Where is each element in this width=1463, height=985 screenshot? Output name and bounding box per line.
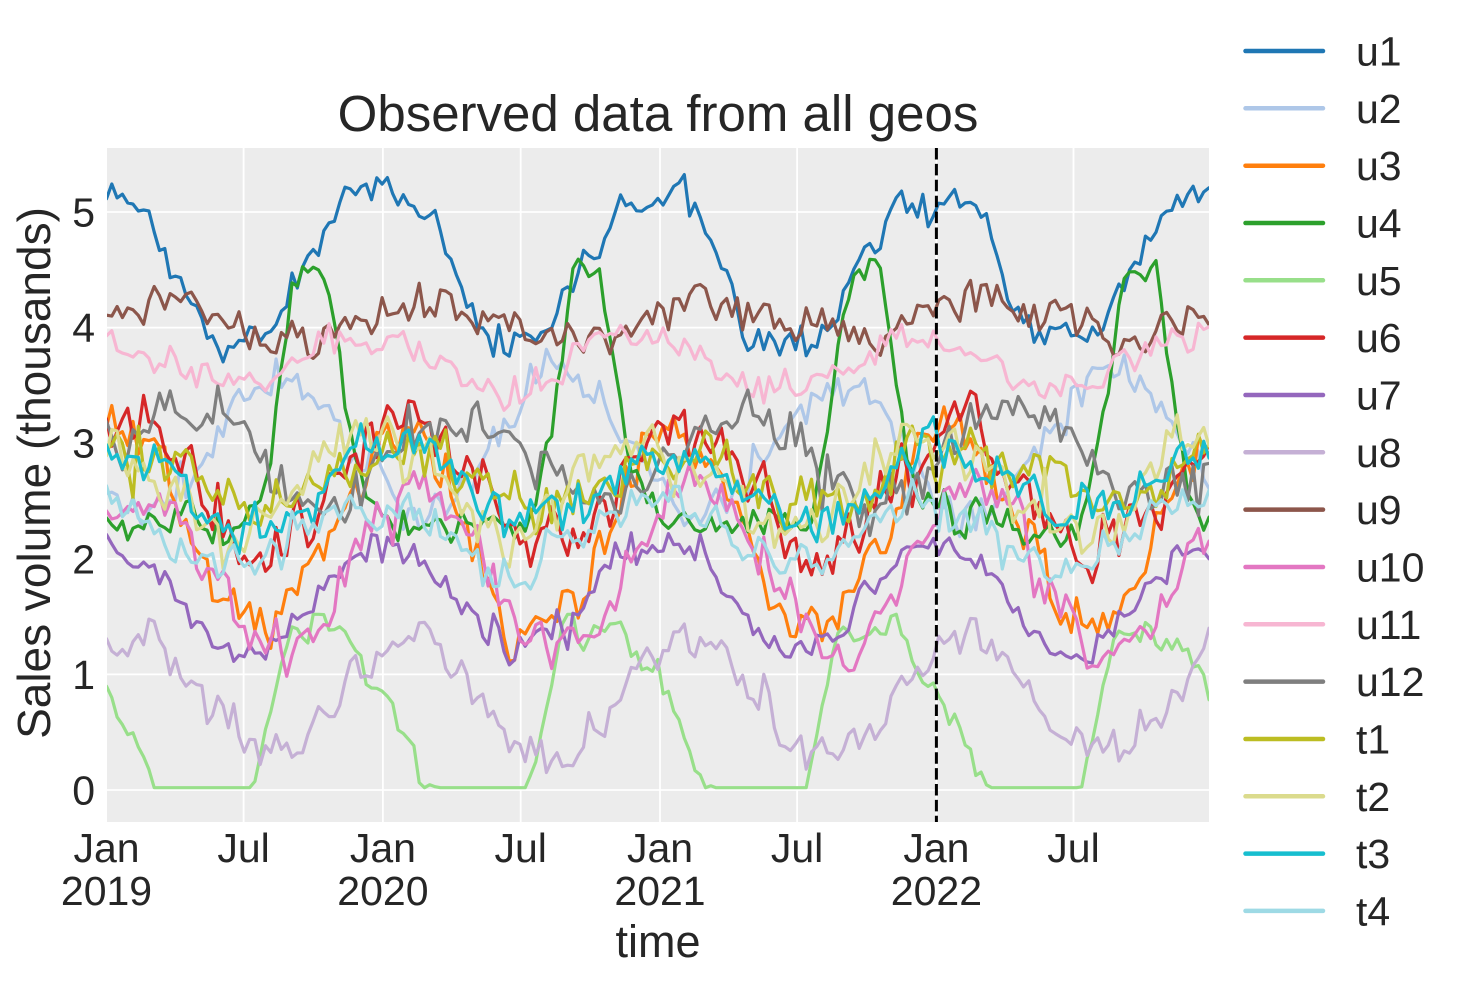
svg-text:t2: t2 [1356,774,1390,820]
svg-text:2020: 2020 [337,868,428,914]
svg-text:4: 4 [72,305,95,351]
svg-text:t3: t3 [1356,831,1390,877]
svg-text:0: 0 [72,768,95,814]
svg-text:Jul: Jul [494,825,546,871]
svg-text:u9: u9 [1356,487,1402,533]
svg-text:u5: u5 [1356,258,1402,304]
svg-text:time: time [615,916,700,967]
svg-text:Sales volume (thousands): Sales volume (thousands) [8,207,60,739]
svg-text:2022: 2022 [891,868,982,914]
svg-text:u12: u12 [1356,659,1424,705]
svg-text:2021: 2021 [614,868,705,914]
svg-text:u2: u2 [1356,86,1402,132]
svg-text:3: 3 [72,421,95,467]
svg-text:5: 5 [72,190,95,236]
svg-text:t1: t1 [1356,717,1390,763]
svg-text:2019: 2019 [61,868,152,914]
svg-text:u1: u1 [1356,29,1402,75]
svg-text:u3: u3 [1356,143,1402,189]
svg-text:u4: u4 [1356,201,1402,247]
svg-text:u11: u11 [1356,602,1421,648]
svg-text:t4: t4 [1356,888,1390,934]
svg-text:Jul: Jul [1047,825,1099,871]
svg-text:u10: u10 [1356,545,1424,591]
svg-text:Jan: Jan [627,825,693,871]
svg-text:Jul: Jul [217,825,269,871]
svg-text:u7: u7 [1356,373,1402,419]
svg-text:1: 1 [72,652,95,698]
svg-text:2: 2 [72,536,95,582]
svg-text:Jan: Jan [903,825,969,871]
svg-text:u6: u6 [1356,315,1402,361]
svg-text:Jul: Jul [771,825,823,871]
svg-text:u8: u8 [1356,430,1402,476]
svg-text:Jan: Jan [350,825,416,871]
svg-text:Observed data from all geos: Observed data from all geos [338,85,979,142]
svg-text:Jan: Jan [73,825,139,871]
